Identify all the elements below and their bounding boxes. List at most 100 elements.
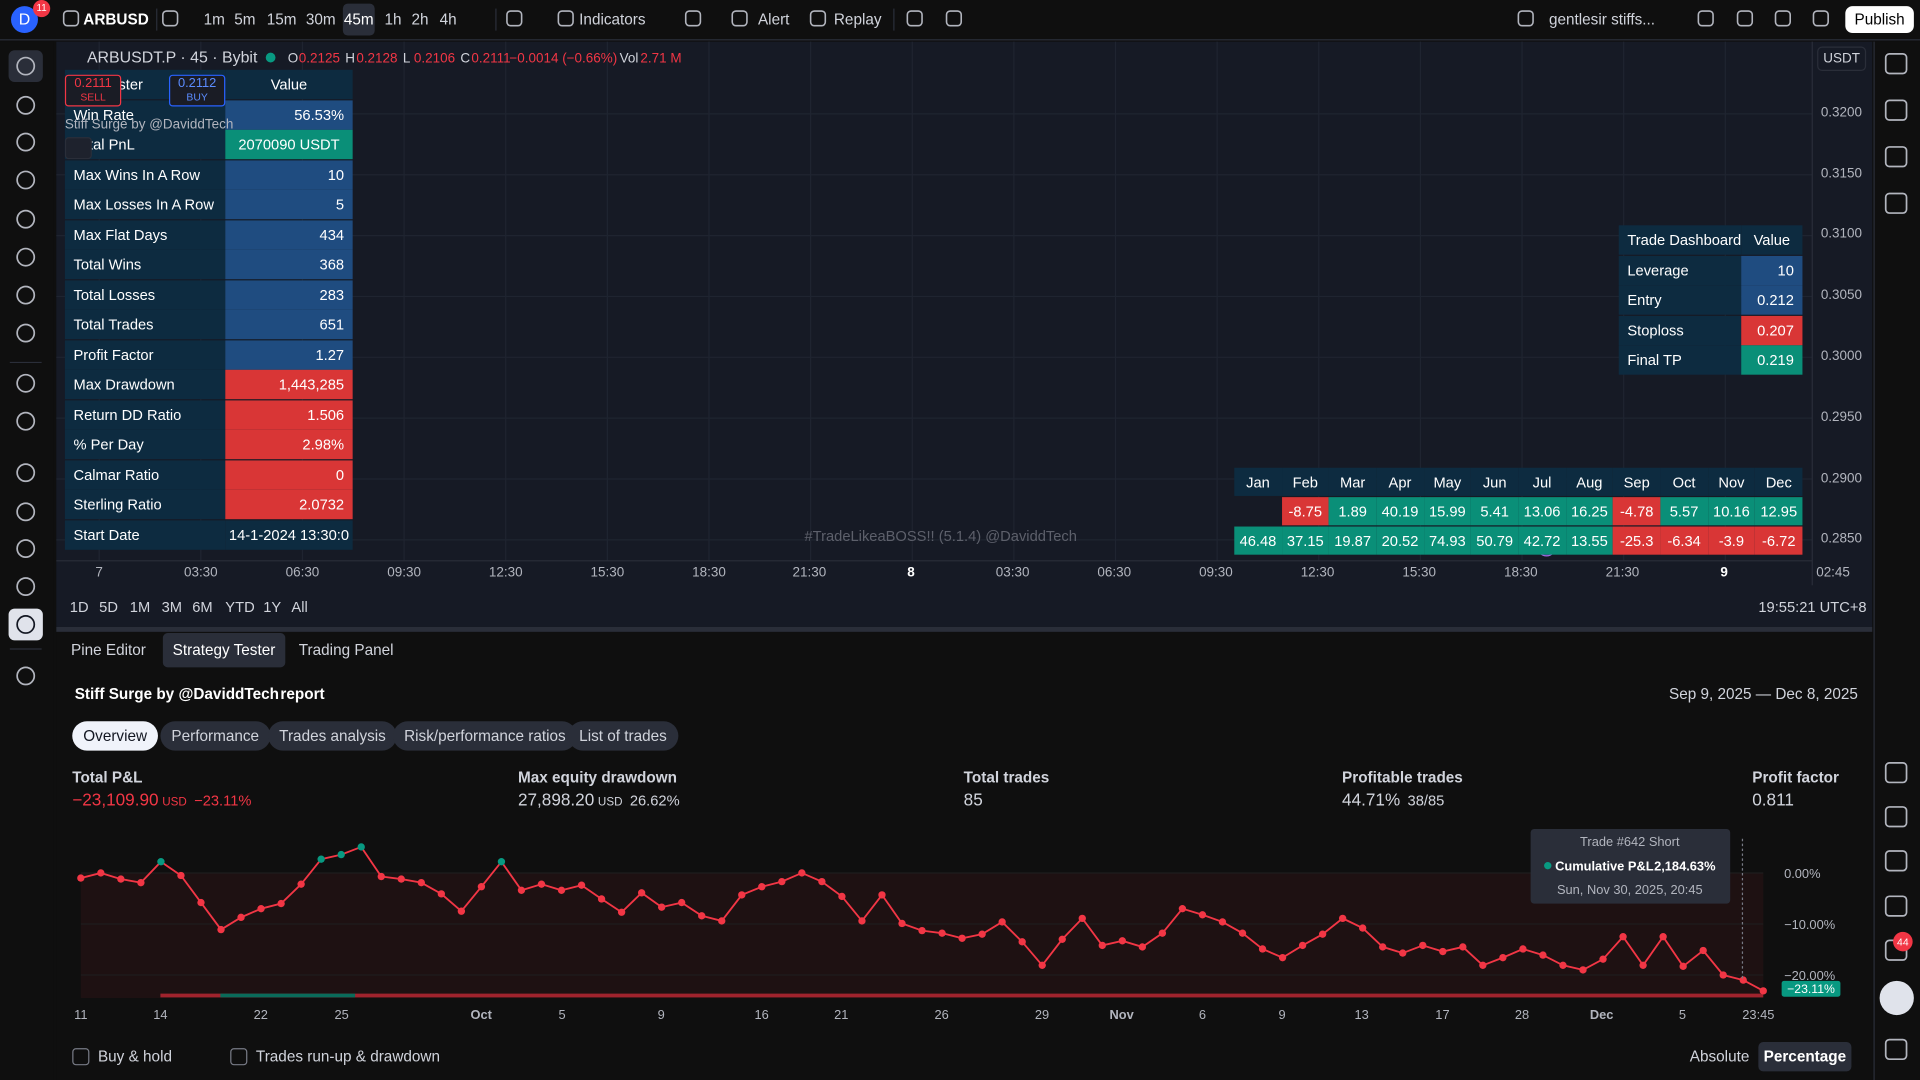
metric-label: Profit factor	[1752, 768, 1839, 787]
month-value: 5.57	[1660, 497, 1708, 526]
x-tick-label: 9	[658, 1007, 665, 1022]
range-button[interactable]: 6M	[192, 598, 213, 616]
equity-point	[197, 898, 205, 907]
panel-tab[interactable]: Strategy Tester	[162, 633, 286, 668]
equity-point	[357, 843, 365, 851]
month-header: Apr	[1376, 467, 1424, 496]
range-button[interactable]: YTD	[225, 598, 255, 616]
x-tick-label: 14	[153, 1007, 167, 1022]
equity-point	[1238, 929, 1247, 937]
month-value: 10.16	[1707, 497, 1756, 526]
interval-button[interactable]: 1h	[384, 11, 402, 29]
metric-value: 44.71%	[1342, 789, 1401, 810]
interval-button[interactable]: 15m	[266, 11, 297, 29]
percentage-button[interactable]: Percentage	[1758, 1042, 1852, 1072]
month-header: Jun	[1471, 467, 1519, 496]
time-tick: 9	[1720, 565, 1728, 581]
avatar-letter: D	[18, 9, 31, 29]
equity-point	[858, 917, 866, 925]
range-button[interactable]: 1D	[69, 598, 89, 616]
checkbox[interactable]	[72, 1048, 90, 1066]
range-button[interactable]: 1M	[129, 598, 151, 616]
layout-name[interactable]: gentlesir stiffs...	[1548, 11, 1656, 29]
metric-row: −23,109.90 USD −23.11%	[72, 790, 251, 810]
publish-button[interactable]: Publish	[1845, 6, 1914, 34]
interval-button[interactable]: 45m	[342, 3, 375, 36]
dashboard-label: Leverage	[1618, 255, 1742, 285]
table-value: 651	[225, 309, 353, 340]
month-header: Aug	[1565, 467, 1614, 496]
panel-tab[interactable]: Pine Editor	[71, 641, 146, 659]
right-badge-text: 44	[1897, 935, 1909, 948]
month-value: 42.72	[1518, 526, 1566, 555]
equity-point	[1338, 914, 1347, 923]
panel-tab[interactable]: Trading Panel	[298, 641, 394, 659]
metric-unit: USD	[597, 795, 623, 810]
interval-button[interactable]: 30m	[305, 11, 336, 29]
checkbox[interactable]	[230, 1048, 248, 1066]
collapse-button[interactable]	[64, 137, 92, 160]
alert-button[interactable]: Alert	[757, 11, 790, 29]
x-tick-label: 5	[1679, 1007, 1686, 1022]
time-tick: 12:30	[488, 565, 523, 581]
sub-tab[interactable]: Risk/performance ratios	[393, 721, 577, 751]
range-button[interactable]: 3M	[161, 598, 183, 616]
interval-button[interactable]: 4h	[439, 11, 457, 29]
table-value: 0	[225, 459, 353, 490]
x-tick-label: 11	[74, 1007, 87, 1022]
equity-point	[497, 858, 506, 866]
time-tick: 15:30	[590, 565, 625, 581]
buy-button[interactable]: 0.2112 BUY	[168, 74, 226, 107]
date-range[interactable]: Sep 9, 2025 — Dec 8, 2025	[1668, 685, 1858, 703]
table-value: 2.0732	[225, 489, 353, 520]
range-button[interactable]: 5D	[99, 598, 118, 616]
range-button[interactable]: All	[291, 598, 308, 616]
sub-tab[interactable]: List of trades	[568, 721, 678, 751]
equity-point	[177, 871, 185, 880]
equity-point	[237, 913, 245, 922]
month-value: -4.78	[1613, 497, 1661, 526]
tooltip-dot	[1544, 862, 1552, 870]
range-button[interactable]: 1Y	[263, 598, 282, 616]
interval-button[interactable]: 5m	[234, 11, 256, 29]
equity-point	[597, 895, 606, 903]
table-value: 368	[225, 249, 353, 280]
absolute-button[interactable]: Absolute	[1689, 1048, 1750, 1066]
interval-button[interactable]: 2h	[411, 11, 429, 29]
dashboard-value: 0.212	[1741, 285, 1803, 315]
month-value: -6.34	[1660, 526, 1708, 555]
equity-point	[1659, 933, 1667, 941]
metric-label: Total trades	[963, 768, 1050, 787]
month-value: 37.15	[1281, 526, 1329, 555]
metric-extra: 38/85	[1407, 792, 1445, 810]
equity-point	[397, 875, 405, 883]
symbol-search[interactable]: ARBUSD	[83, 11, 149, 29]
time-tick: 09:30	[387, 565, 421, 581]
equity-point	[1519, 945, 1527, 953]
replay-button[interactable]: Replay	[833, 11, 882, 29]
month-header: Jul	[1518, 467, 1566, 496]
equity-point	[978, 930, 986, 938]
equity-point	[537, 880, 546, 888]
month-value: 50.79	[1471, 526, 1519, 555]
currency-button[interactable]: USDT	[1817, 46, 1867, 72]
ohlc-value: 0.2125	[298, 51, 340, 67]
equity-point	[1699, 946, 1707, 955]
indicators-button[interactable]: Indicators	[579, 11, 646, 29]
sub-tab[interactable]: Performance	[160, 721, 271, 751]
interval-button[interactable]: 1m	[203, 11, 225, 29]
sub-tab[interactable]: Trades analysis	[268, 721, 397, 751]
equity-point	[1098, 941, 1106, 950]
equity-point	[1579, 966, 1587, 974]
sell-button[interactable]: 0.2111 SELL	[64, 74, 122, 107]
equity-point	[1379, 943, 1387, 951]
legend-change: −0.0014 (−0.66%)	[509, 51, 618, 67]
x-tick-label: Oct	[471, 1007, 493, 1022]
month-header: May	[1423, 467, 1471, 496]
metric-value: 27,898.20	[517, 789, 595, 810]
time-tick: 06:30	[1097, 565, 1132, 581]
x-tick-label: 23:45	[1742, 1007, 1774, 1022]
sub-tab[interactable]: Overview	[72, 721, 159, 751]
equity-point	[938, 929, 946, 937]
